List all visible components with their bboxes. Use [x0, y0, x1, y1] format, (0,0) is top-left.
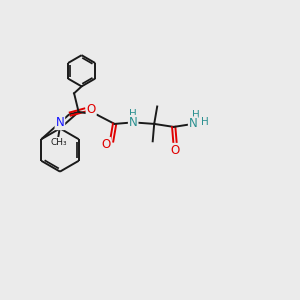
Text: O: O [86, 103, 96, 116]
Text: N: N [129, 116, 138, 129]
Text: H: H [192, 110, 200, 120]
Text: O: O [101, 138, 110, 151]
Text: CH₃: CH₃ [50, 138, 67, 147]
Text: H: H [201, 117, 208, 128]
Text: H: H [129, 109, 137, 119]
Text: O: O [171, 144, 180, 157]
Text: N: N [189, 117, 198, 130]
Text: N: N [56, 116, 64, 129]
